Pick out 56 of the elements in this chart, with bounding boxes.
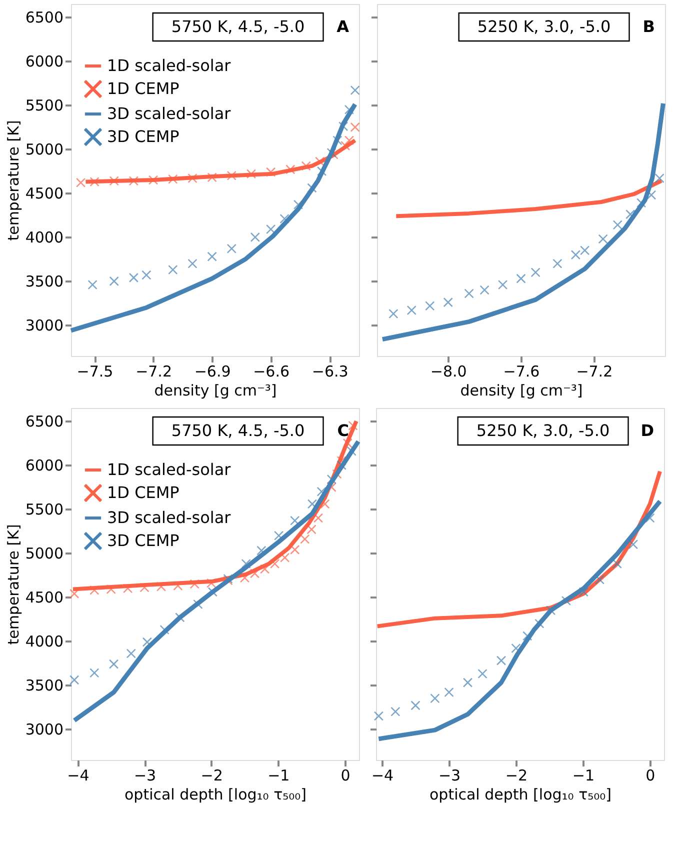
- y-tick-label: 5500: [25, 500, 64, 519]
- annotation: 5750 K, 4.5, -5.0: [171, 17, 305, 36]
- y-axis-title: temperature [K]: [4, 120, 22, 241]
- y-tick-label: 3500: [25, 272, 64, 291]
- y-tick-label: 4500: [25, 184, 64, 203]
- x-tick-label: −4: [67, 766, 90, 784]
- x-axis-title: optical depth [log₁₀ τ₅₀₀]: [430, 786, 612, 804]
- y-tick-label: 3000: [25, 316, 64, 335]
- x-axis-title: density [g cm⁻³]: [154, 382, 277, 400]
- legend-label: 1D CEMP: [107, 79, 180, 98]
- x-tick-label: −7.6: [503, 362, 540, 380]
- x-tick-label: −4: [371, 766, 394, 784]
- x-tick-label: −2: [505, 766, 528, 784]
- legend-label: 3D CEMP: [107, 127, 180, 146]
- x-tick-label: −3: [438, 766, 461, 784]
- annotation: A: [336, 17, 350, 36]
- legend-label: 1D scaled-solar: [107, 56, 232, 75]
- y-tick-label: 5000: [25, 544, 64, 563]
- x-axis-title: optical depth [log₁₀ τ₅₀₀]: [124, 786, 306, 804]
- legend-label: 3D scaled-solar: [107, 508, 232, 527]
- x-tick-label: −7.2: [136, 362, 172, 380]
- x-tick-label: −7.5: [76, 362, 114, 380]
- y-tick-label: 4000: [25, 632, 64, 651]
- y-tick-label: 5500: [25, 96, 64, 115]
- x-tick-label: −2: [200, 766, 223, 784]
- y-tick-label: 5000: [25, 140, 64, 159]
- x-tick-label: −6.3: [312, 362, 348, 380]
- y-tick-label: 4500: [25, 588, 64, 607]
- legend-label: 1D CEMP: [107, 483, 180, 502]
- y-tick-label: 4000: [25, 228, 64, 247]
- y-tick-label: 3500: [25, 676, 64, 695]
- x-tick-label: −6.9: [194, 362, 231, 380]
- annotation: 5750 K, 4.5, -5.0: [171, 421, 305, 440]
- x-tick-label: 0: [340, 766, 350, 784]
- x-tick-label: −6.6: [253, 362, 290, 380]
- y-tick-label: 3000: [25, 720, 64, 739]
- y-tick-label: 6500: [25, 8, 64, 27]
- y-tick-label: 6000: [25, 456, 64, 475]
- y-axis-title: temperature [K]: [4, 524, 22, 645]
- x-tick-label: −8.0: [430, 362, 467, 380]
- x-tick-label: −1: [572, 766, 595, 784]
- legend-label: 3D scaled-solar: [107, 104, 232, 123]
- y-tick-label: 6500: [25, 412, 64, 431]
- x-tick-label: −1: [268, 766, 290, 784]
- x-tick-label: −7.2: [576, 362, 613, 380]
- annotation: 5250 K, 3.0, -5.0: [476, 421, 610, 440]
- y-tick-label: 6000: [25, 52, 64, 71]
- annotation: C: [337, 421, 349, 440]
- annotation: 5250 K, 3.0, -5.0: [477, 17, 611, 36]
- x-axis-title: density [g cm⁻³]: [460, 382, 583, 400]
- x-tick-label: 0: [646, 766, 656, 784]
- annotation: B: [642, 17, 655, 36]
- x-tick-label: −3: [134, 766, 156, 784]
- annotation: D: [640, 421, 654, 440]
- legend-label: 1D scaled-solar: [107, 460, 232, 479]
- legend-label: 3D CEMP: [107, 531, 180, 550]
